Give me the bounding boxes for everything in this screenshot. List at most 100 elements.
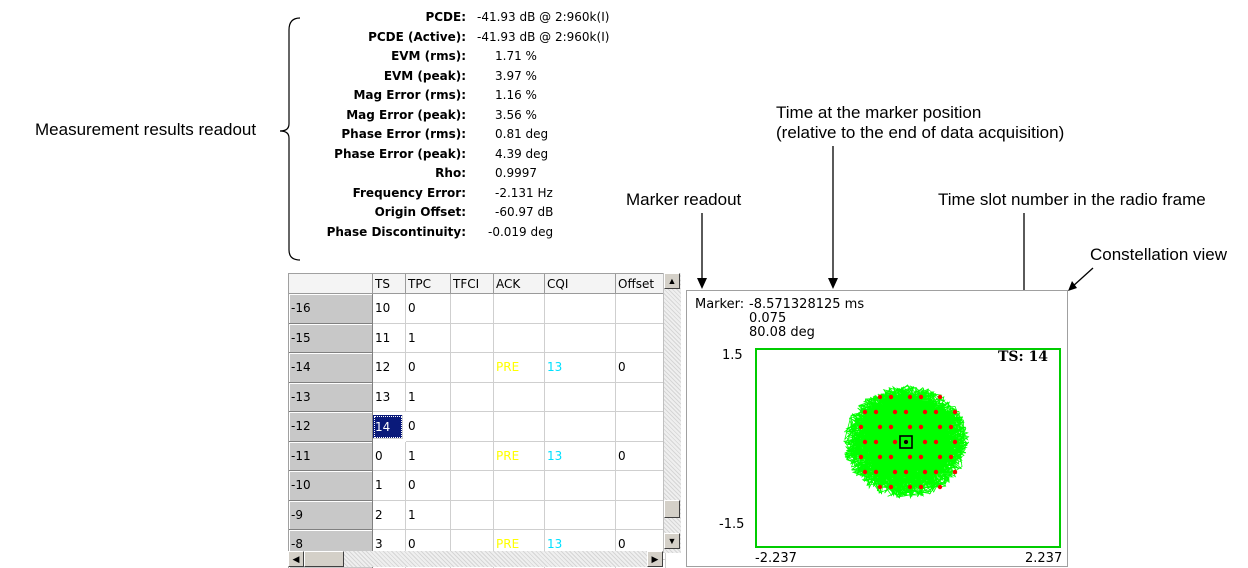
- table-cell-ts[interactable]: 11: [373, 324, 406, 354]
- symbol-point: [934, 410, 938, 414]
- symbol-point: [878, 455, 882, 459]
- marker-label: Marker:: [695, 297, 744, 312]
- table-cell-offset[interactable]: 0: [616, 353, 666, 383]
- table-cell-ack[interactable]: PRE: [494, 353, 545, 383]
- row-header[interactable]: -13: [289, 383, 373, 413]
- row-header[interactable]: -10: [289, 471, 373, 501]
- row-header[interactable]: -16: [289, 294, 373, 324]
- column-header[interactable]: TS: [373, 274, 406, 294]
- column-header[interactable]: Offset: [616, 274, 666, 294]
- scroll-thumb[interactable]: [664, 500, 680, 518]
- column-header[interactable]: CQI: [545, 274, 616, 294]
- table-cell-ts[interactable]: 14: [373, 415, 403, 439]
- table-cell-tfci[interactable]: [451, 353, 494, 383]
- table-cell-cqi[interactable]: [545, 471, 616, 501]
- column-header[interactable]: [289, 274, 373, 294]
- readout-value: 3.56 %: [495, 106, 537, 125]
- table-cell-ts[interactable]: 0: [373, 442, 406, 472]
- table-cell-offset[interactable]: 0: [616, 442, 666, 472]
- readout-row: Frequency Error:-2.131 Hz: [290, 184, 690, 203]
- scroll-down-button[interactable]: ▼: [664, 533, 680, 549]
- row-header[interactable]: -12: [289, 412, 373, 442]
- table-cell-offset[interactable]: [616, 471, 666, 501]
- table-cell-cqi[interactable]: [545, 412, 616, 442]
- table-cell-tpc[interactable]: 1: [406, 501, 451, 531]
- table-cell-ts[interactable]: 12: [373, 353, 406, 383]
- table-cell-tfci[interactable]: [451, 442, 494, 472]
- table-cell-ack[interactable]: PRE: [494, 442, 545, 472]
- symbol-point: [904, 410, 908, 414]
- table-cell-tpc[interactable]: 0: [406, 353, 451, 383]
- table-cell-cqi[interactable]: [545, 294, 616, 324]
- readout-row: Origin Offset:-60.97 dB: [290, 203, 690, 222]
- table-cell-cqi[interactable]: 13: [545, 442, 616, 472]
- readout-value: -41.93 dB @ 2:960k(I): [477, 28, 609, 47]
- table-cell-offset[interactable]: [616, 383, 666, 413]
- table-cell-offset[interactable]: [616, 412, 666, 442]
- table-cell-tfci[interactable]: [451, 471, 494, 501]
- table-cell-ack[interactable]: [494, 383, 545, 413]
- symbol-point: [889, 425, 893, 429]
- scroll-left-button[interactable]: ◀: [288, 551, 304, 567]
- constellation-view[interactable]: Marker: -8.571328125 ms 0.075 80.08 deg …: [686, 290, 1068, 567]
- row-header[interactable]: -15: [289, 324, 373, 354]
- readout-row: Phase Error (peak):4.39 deg: [290, 145, 690, 164]
- symbol-point: [938, 485, 942, 489]
- table-cell-ts[interactable]: 10: [373, 294, 406, 324]
- scroll-up-button[interactable]: ▲: [664, 273, 680, 289]
- table-cell-tpc[interactable]: 0: [406, 294, 451, 324]
- symbol-point: [908, 425, 912, 429]
- readout-row: PCDE (Active):-41.93 dB @ 2:960k(I): [290, 28, 690, 47]
- table-cell-ack[interactable]: [494, 501, 545, 531]
- table-cell-tpc[interactable]: 1: [406, 383, 451, 413]
- symbol-point: [893, 410, 897, 414]
- symbol-point: [878, 485, 882, 489]
- row-header[interactable]: -14: [289, 353, 373, 383]
- row-header[interactable]: -9: [289, 501, 373, 531]
- scroll-right-button[interactable]: ▶: [647, 551, 663, 567]
- table-cell-offset[interactable]: [616, 501, 666, 531]
- hscroll-thumb[interactable]: [304, 551, 344, 567]
- table-cell-offset[interactable]: [616, 324, 666, 354]
- constellation-plot[interactable]: [755, 348, 1061, 548]
- table-cell-tpc[interactable]: 0: [406, 471, 451, 501]
- table-cell-ack[interactable]: [494, 412, 545, 442]
- table-cell-tfci[interactable]: [451, 294, 494, 324]
- symbol-point: [934, 470, 938, 474]
- table-cell-tpc[interactable]: 1: [406, 442, 451, 472]
- table-cell-cqi[interactable]: 13: [545, 353, 616, 383]
- symbol-point: [878, 395, 882, 399]
- readout-value: 0.81 deg: [495, 125, 548, 144]
- table-cell-ts[interactable]: 1: [373, 471, 406, 501]
- row-header[interactable]: -11: [289, 442, 373, 472]
- table-horizontal-scrollbar[interactable]: ◀ ▶: [288, 551, 663, 567]
- table-cell-ack[interactable]: [494, 471, 545, 501]
- table-cell-ts[interactable]: 13: [373, 383, 406, 413]
- column-header[interactable]: ACK: [494, 274, 545, 294]
- readout-label: EVM (peak):: [384, 67, 466, 86]
- symbol-point: [904, 470, 908, 474]
- table-cell-tpc[interactable]: 1: [406, 324, 451, 354]
- table-cell-tfci[interactable]: [451, 412, 494, 442]
- readout-row: PCDE:-41.93 dB @ 2:960k(I): [290, 8, 690, 27]
- table-cell-cqi[interactable]: [545, 501, 616, 531]
- table-cell-tpc[interactable]: 0: [406, 412, 451, 442]
- column-header[interactable]: TPC: [406, 274, 451, 294]
- table-cell-tfci[interactable]: [451, 324, 494, 354]
- table-cell-ack[interactable]: [494, 294, 545, 324]
- readout-label: Mag Error (rms):: [353, 86, 466, 105]
- column-header[interactable]: TFCI: [451, 274, 494, 294]
- symbol-point: [938, 395, 942, 399]
- table-cell-ts[interactable]: 2: [373, 501, 406, 531]
- table-cell-ack[interactable]: [494, 324, 545, 354]
- table-cell-tfci[interactable]: [451, 383, 494, 413]
- symbol-point: [919, 425, 923, 429]
- marker-time: -8.571328125 ms: [749, 297, 864, 312]
- table-cell-offset[interactable]: [616, 294, 666, 324]
- table-cell-cqi[interactable]: [545, 383, 616, 413]
- table-vertical-scrollbar[interactable]: ▲ ▼: [663, 273, 681, 553]
- table-cell-tfci[interactable]: [451, 501, 494, 531]
- readout-value: 1.71 %: [495, 47, 537, 66]
- table-cell-cqi[interactable]: [545, 324, 616, 354]
